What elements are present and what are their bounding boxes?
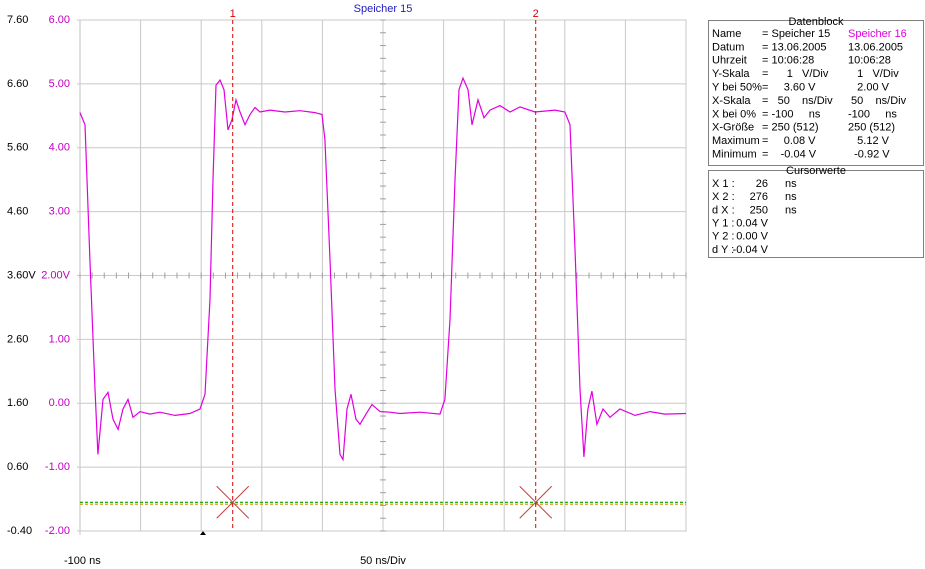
row-value: Speicher 16 xyxy=(848,28,907,40)
row-value: = -100 ns xyxy=(762,108,821,120)
x-scale-label: 50 ns/Div xyxy=(360,555,406,567)
cursor-label: 1 xyxy=(230,8,236,20)
trace xyxy=(79,76,687,462)
row-value: = 10:06:28 xyxy=(762,55,814,67)
cursor-row-value: 0.00 V xyxy=(736,231,768,243)
trigger-marker xyxy=(200,531,206,535)
cursor-row-value: 26 xyxy=(756,178,768,190)
cursor-row-value: -0.04 V xyxy=(733,244,769,256)
y-tick-label: 1.60 xyxy=(7,397,28,409)
y-tick-label: 4.60 xyxy=(7,206,28,218)
y2-tick-label: 4.00 xyxy=(49,142,70,154)
y2-tick-label: 0.00 xyxy=(49,397,70,409)
row-label: X-Größe xyxy=(712,122,754,134)
x-tick-label: -100 ns xyxy=(64,555,101,567)
y-tick-label: 3.60V xyxy=(7,269,36,281)
row-label: X-Skala xyxy=(712,95,751,107)
row-value: = 0.08 V xyxy=(762,135,816,147)
panel-title: Datenblock xyxy=(788,16,844,28)
y2-tick-label: 2.00V xyxy=(41,269,70,281)
row-label: Y bei 50% xyxy=(712,82,762,94)
y2-tick-label: 3.00 xyxy=(49,206,70,218)
row-value: 1 V/Div xyxy=(848,68,899,80)
cursor-row-value: 250 xyxy=(750,204,768,216)
y-tick-label: 2.60 xyxy=(7,333,28,345)
y2-tick-label: 6.00 xyxy=(49,14,70,26)
row-value: = 250 (512) xyxy=(762,122,819,134)
cursor-row-value: 0.04 V xyxy=(736,218,768,230)
cursor-row-label: d X : xyxy=(712,204,735,216)
row-value: = 1 V/Div xyxy=(762,68,829,80)
cursor-row-label: X 1 : xyxy=(712,178,735,190)
row-value: 10:06:28 xyxy=(848,55,891,67)
cursor-row-label: X 2 : xyxy=(712,191,735,203)
cursor-label: 2 xyxy=(533,8,539,20)
cursor-row-label: Y 2 : xyxy=(712,231,734,243)
row-value: = 13.06.2005 xyxy=(762,41,827,53)
cursor-row-value: 276 xyxy=(750,191,768,203)
panel-title: Cursorwerte xyxy=(786,165,846,177)
y2-tick-label: -1.00 xyxy=(45,461,70,473)
row-value: = 3.60 V xyxy=(762,82,816,94)
row-value: -0.92 V xyxy=(848,149,890,161)
row-label: Maximum xyxy=(712,135,760,147)
y-tick-label: 0.60 xyxy=(7,461,28,473)
cursor-row-label: Y 1 : xyxy=(712,218,734,230)
row-value: = 50 ns/Div xyxy=(762,95,833,107)
y-tick-label: -0.40 xyxy=(7,525,32,537)
row-value: -100 ns xyxy=(848,108,897,120)
row-label: X bei 0% xyxy=(712,108,756,120)
row-label: Name xyxy=(712,28,741,40)
cursor-row-unit: ns xyxy=(785,178,797,190)
y2-tick-label: -2.00 xyxy=(45,525,70,537)
row-value: 50 ns/Div xyxy=(848,95,907,107)
row-label: Minimum xyxy=(712,149,757,161)
cursorwerte-box xyxy=(708,170,924,258)
y-tick-label: 6.60 xyxy=(7,78,28,90)
y2-tick-label: 1.00 xyxy=(49,333,70,345)
row-value: 250 (512) xyxy=(848,122,895,134)
cursor-row-label: d Y : xyxy=(712,244,734,256)
cursor-cross xyxy=(519,485,553,519)
row-value: 13.06.2005 xyxy=(848,41,903,53)
row-value: = Speicher 15 xyxy=(762,28,830,40)
row-label: Datum xyxy=(712,41,744,53)
datenblock-box xyxy=(708,20,924,166)
row-value: = -0.04 V xyxy=(762,149,817,161)
cursor-cross xyxy=(216,485,250,519)
y-tick-label: 5.60 xyxy=(7,142,28,154)
row-label: Y-Skala xyxy=(712,68,750,80)
row-label: Uhrzeit xyxy=(712,55,747,67)
y2-tick-label: 5.00 xyxy=(49,78,70,90)
y-tick-label: 7.60 xyxy=(7,14,28,26)
row-value: 5.12 V xyxy=(848,135,890,147)
row-value: 2.00 V xyxy=(848,82,890,94)
cursor-row-unit: ns xyxy=(785,204,797,216)
cursor-row-unit: ns xyxy=(785,191,797,203)
plot-title: Speicher 15 xyxy=(354,3,413,15)
